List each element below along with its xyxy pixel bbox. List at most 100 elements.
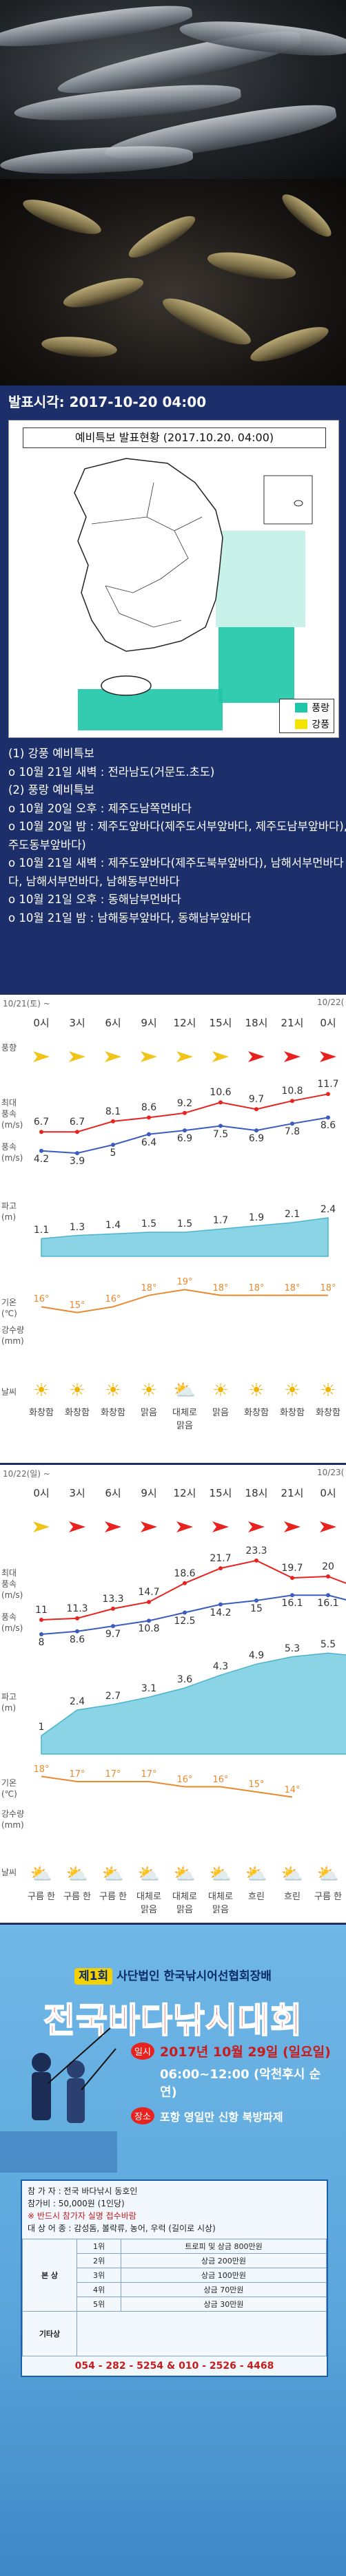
wind-avg-value: 6.4 — [141, 1137, 157, 1148]
prize-rank: 4위 — [76, 2282, 122, 2297]
hour-label: 18시 — [245, 1487, 268, 1499]
notice-line: o 10월 21일 새벽 : 제주도앞바다(제주도북부앞바다), 남해서부먼바다 — [8, 856, 344, 869]
notice-line: o 10월 20일 오후 : 제주도남쪽먼바다 — [8, 801, 192, 815]
temp-line — [41, 1775, 293, 1798]
poster-org: 사단법인 한국낚시어선협회장배 — [116, 1970, 272, 1983]
wind-max-point — [254, 1107, 258, 1112]
temp-value: 15° — [69, 1300, 85, 1311]
hour-label: 15시 — [209, 1487, 232, 1499]
legend-wind: 강풍 — [312, 719, 329, 730]
wave-value: 1.4 — [105, 1220, 121, 1232]
wind-max-point — [326, 1092, 330, 1097]
label2-rain: 강수량 — [1, 1809, 25, 1819]
photo-fish-catch-2 — [0, 179, 346, 386]
wind-max-point — [254, 1558, 258, 1563]
hour-label: 9시 — [141, 1487, 157, 1499]
label-unit-c: (℃) — [1, 1309, 17, 1318]
poster-details: 참 가 자 : 전국 바다낚시 동호인 참가비 : 50,000원 (1인당) … — [21, 2179, 328, 2377]
hour-label: 21시 — [281, 1017, 304, 1029]
label-wave: 파고 — [1, 1201, 17, 1211]
wind-avg-point — [75, 1629, 79, 1634]
wind-max-value: 20 — [322, 1561, 334, 1572]
marine-forecast-day2: 10/22(일) ~ 10/23( 최대 풍속 (m/s) 풍속 (m/s) 파… — [0, 1465, 346, 1923]
temp-value: 16° — [33, 1294, 50, 1305]
sun-icon: ☀ — [320, 1380, 336, 1401]
wind-avg-point — [326, 1115, 330, 1120]
wind-avg-value: 16.1 — [317, 1598, 339, 1609]
place-tag: 장소 — [131, 2107, 154, 2124]
wind-direction-icon — [320, 1521, 336, 1532]
hour-label: 6시 — [105, 1487, 121, 1499]
partly-cloudy-icon: ⛅ — [209, 1864, 232, 1885]
weather-label: 구름 한 — [27, 1892, 55, 1902]
label2-unit-c: (℃) — [1, 1789, 17, 1799]
prize-rank: 5위 — [76, 2297, 122, 2312]
legend-swatch-wave — [295, 703, 308, 712]
wind-max-value: 6.7 — [69, 1117, 85, 1128]
temp-value: 18° — [248, 1282, 265, 1294]
wind-direction-icon — [69, 1521, 85, 1532]
label-weather: 날씨 — [1, 1387, 17, 1397]
temp-value: 14° — [284, 1784, 301, 1795]
label-temp: 기온 — [1, 1298, 17, 1307]
wind-max-point — [183, 1581, 187, 1585]
wind-direction-icon — [176, 1521, 193, 1532]
wave-value: 4.9 — [248, 1650, 265, 1662]
wind-avg-value: 15 — [250, 1603, 263, 1614]
label-unit-ms2: (m/s) — [1, 1153, 23, 1163]
wind-max-value: 9.7 — [248, 1094, 265, 1106]
notice-line: (1) 강풍 예비특보 — [8, 747, 94, 760]
legend-wave: 풍랑 — [312, 703, 329, 714]
poster-header: 제1회 사단법인 한국낚시어선협회장배 전국바다낚시대회 — [14, 1966, 332, 2042]
wind-max-value: 11.3 — [66, 1603, 88, 1614]
wind-avg-value: 14.2 — [210, 1607, 232, 1618]
wind-max-value: 11.7 — [317, 1079, 339, 1090]
poster-event-info: 일시 2017년 10월 29일 (일요일) 06:00~12:00 (악천후시… — [131, 2042, 338, 2124]
weather-label: 대체로 맑음 — [172, 1892, 197, 1915]
award-label: 본 상 — [22, 2239, 77, 2312]
sun-icon: ☀ — [105, 1380, 121, 1401]
wave-value: 2.4 — [320, 1204, 336, 1215]
forecast-date-left: 10/21(토) ~ — [3, 999, 50, 1009]
wave-value: 1.7 — [212, 1215, 229, 1227]
prize-rank: 3위 — [76, 2268, 122, 2283]
weather-label: 구름 한 — [63, 1892, 91, 1902]
label-unit-ms: (m/s) — [1, 1120, 23, 1130]
forecast-date-right: 10/22( — [317, 997, 345, 1007]
temp-value: 16° — [176, 1774, 193, 1785]
wind-avg-point — [183, 1128, 187, 1133]
wind-avg-point — [254, 1128, 258, 1133]
wind-direction-icon — [176, 1051, 193, 1062]
wave-value: 1.1 — [33, 1225, 50, 1236]
temp-value: 19° — [176, 1277, 193, 1288]
wind-avg-point — [147, 1132, 151, 1137]
wind-max-value: 8.1 — [105, 1106, 121, 1117]
announcement-time: 발표시각: 2017-10-20 04:00 — [8, 394, 207, 410]
wind-direction-icon — [105, 1051, 121, 1062]
temp-value: 17° — [105, 1769, 121, 1780]
temp-value: 17° — [69, 1769, 85, 1780]
weather-label: 대체로 맑음 — [136, 1892, 161, 1915]
wind-avg-point — [147, 1618, 151, 1623]
prize-rank: 1위 — [76, 2239, 122, 2254]
temp-value: 18° — [33, 1764, 50, 1775]
partly-cloudy-icon: ⛅ — [173, 1864, 196, 1885]
hour-label: 3시 — [69, 1487, 85, 1499]
label2-max: 최대 — [1, 1568, 17, 1578]
wind-avg-value: 3.9 — [69, 1156, 85, 1168]
label2-wind: 풍속 — [1, 1579, 17, 1589]
hour-label: 6시 — [105, 1017, 121, 1029]
wind-direction-icon — [33, 1051, 50, 1062]
photo-fish-catch-1 — [0, 0, 346, 179]
wind-avg-point — [326, 1593, 330, 1598]
notice-line: o 10월 20일 밤 : 제주도앞바다(제주도서부앞바다, 제주도남부앞바다)… — [8, 820, 346, 833]
fishing-contest-poster: 제1회 사단법인 한국낚시어선협회장배 전국바다낚시대회 일시 2017년 10… — [0, 1925, 346, 2576]
sun-icon: ☀ — [212, 1380, 229, 1401]
wind-direction-icon — [69, 1051, 85, 1062]
wind-avg-point — [183, 1610, 187, 1615]
label-wind-dir: 풍향 — [1, 1043, 17, 1053]
label-wind: 풍속 — [1, 1109, 17, 1119]
weather-label: 화창함 — [101, 1408, 125, 1418]
wind-avg-value: 4.2 — [33, 1153, 50, 1165]
wind-max-point — [326, 1574, 330, 1579]
